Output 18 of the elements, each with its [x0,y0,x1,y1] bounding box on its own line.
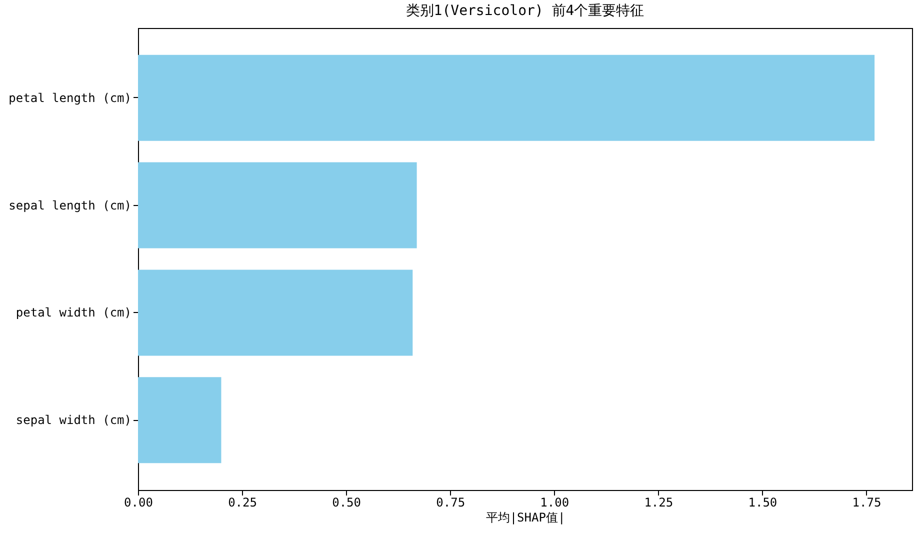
bar [138,270,413,356]
x-tick-label: 1.50 [748,496,778,510]
x-tick-label: 0.50 [332,496,362,510]
x-tick-label: 1.75 [852,496,882,510]
y-tick-label: petal length (cm) [8,90,132,105]
x-axis-title: 平均|SHAP值| [486,510,566,524]
x-tick-label: 1.25 [644,496,674,510]
x-tick-label: 0.25 [228,496,257,510]
x-tick-label: 1.00 [540,496,570,510]
y-tick-label: sepal length (cm) [8,198,132,212]
bar [138,54,875,141]
x-tick-label: 0.00 [124,496,153,510]
x-tick-label: 0.75 [436,496,466,510]
chart-title: 类别1(Versicolor) 前4个重要特征 [406,3,644,19]
y-tick-label: sepal width (cm) [16,413,132,428]
y-tick-label: petal width (cm) [16,306,132,320]
bar [138,162,417,248]
bar [138,377,222,464]
